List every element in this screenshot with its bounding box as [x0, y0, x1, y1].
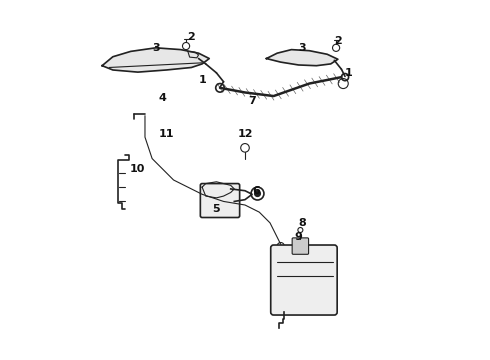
Text: 9: 9: [294, 232, 302, 242]
Text: 4: 4: [159, 93, 167, 103]
FancyBboxPatch shape: [292, 238, 309, 254]
Polygon shape: [102, 48, 209, 72]
Text: 8: 8: [298, 218, 306, 228]
Text: 11: 11: [159, 129, 174, 139]
Polygon shape: [267, 50, 338, 66]
Text: 1: 1: [345, 68, 352, 78]
Circle shape: [255, 191, 260, 197]
Text: 2: 2: [188, 32, 196, 42]
Text: 5: 5: [213, 203, 220, 213]
Text: 1: 1: [198, 75, 206, 85]
Text: 3: 3: [152, 43, 160, 53]
Text: 2: 2: [334, 36, 342, 46]
Text: 3: 3: [298, 43, 306, 53]
Text: 12: 12: [237, 129, 253, 139]
Text: 7: 7: [248, 96, 256, 107]
FancyBboxPatch shape: [200, 184, 240, 217]
FancyBboxPatch shape: [270, 245, 337, 315]
Text: 10: 10: [130, 164, 146, 174]
Text: 6: 6: [252, 186, 260, 196]
